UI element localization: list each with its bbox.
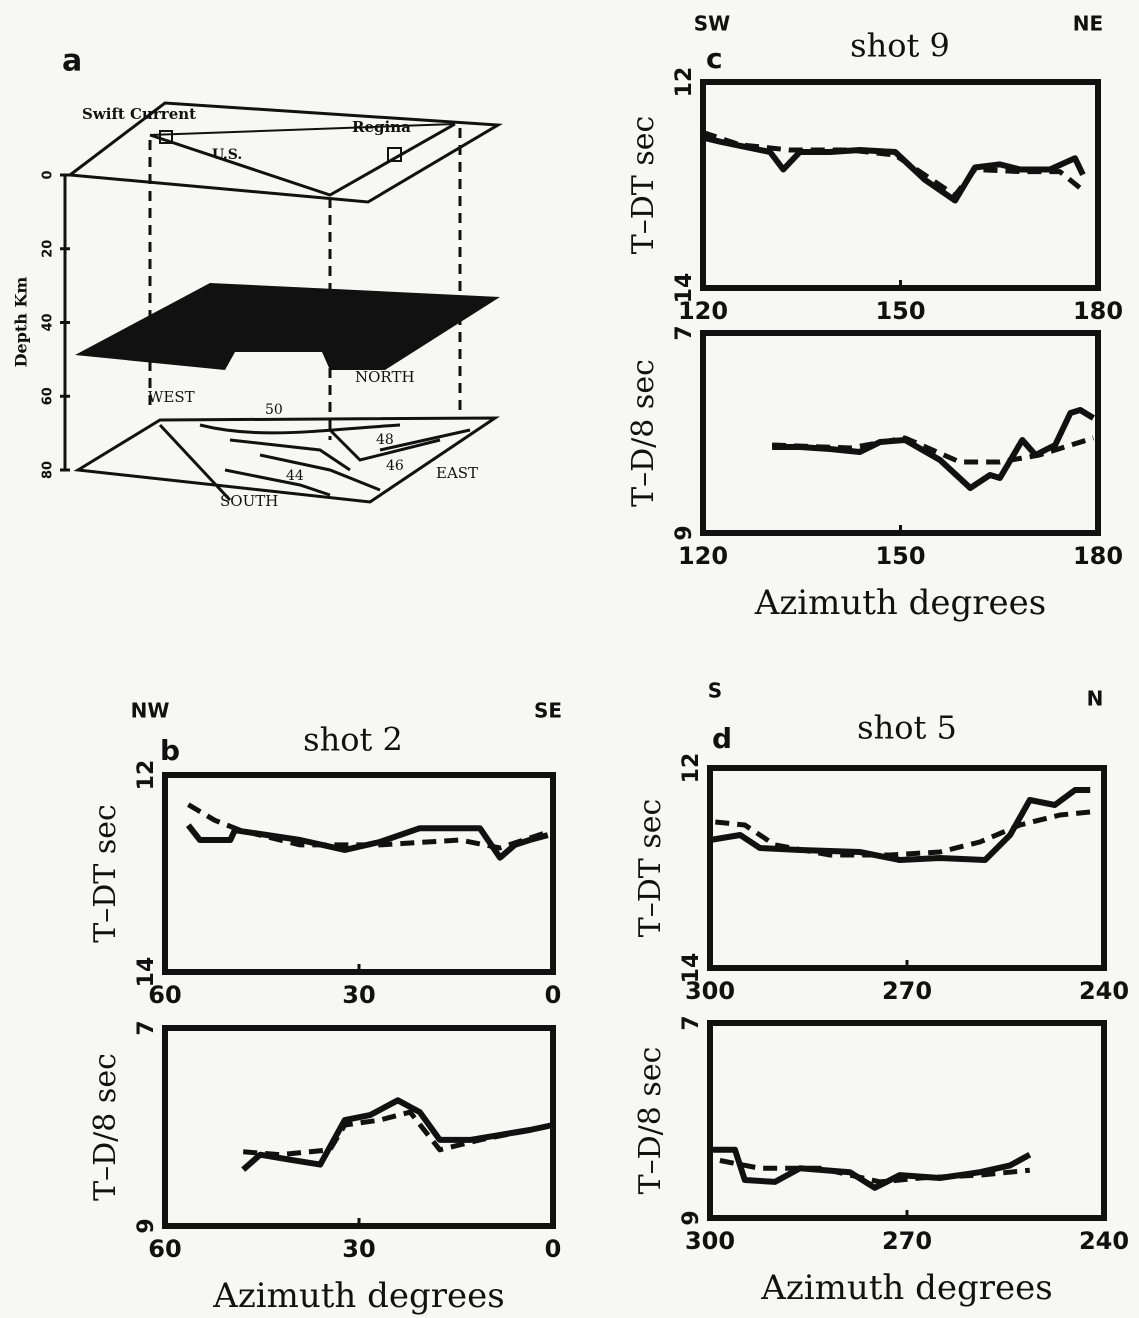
direction-label: SOUTH: [220, 492, 278, 510]
solid-line: [185, 823, 549, 861]
x-tick-label: 0: [545, 1235, 562, 1263]
dashed-line: [715, 809, 1091, 858]
x-tick-label: 150: [875, 542, 925, 570]
contour-label: 46: [386, 458, 404, 474]
dashed-line: [243, 1109, 554, 1158]
contours: [158, 423, 471, 502]
depth-tick-label: 80: [41, 461, 56, 479]
panel-label: d: [712, 722, 732, 755]
x-tick-label: 150: [875, 297, 925, 325]
y-axis-label: T–DT sec: [633, 799, 668, 938]
dashed-line: [719, 1158, 1031, 1185]
x-tick-label: 0: [545, 981, 562, 1009]
x-tick-label: 240: [1079, 977, 1129, 1005]
plot-frame: [700, 79, 1101, 291]
y-axis-label: T–DT sec: [88, 804, 123, 943]
moho-slab: [75, 283, 500, 370]
x-tick-label: 180: [1073, 297, 1123, 325]
x-tick-label: 240: [1079, 1227, 1129, 1255]
dashed-line: [702, 130, 1085, 198]
contour-label: 50: [265, 402, 283, 418]
solid-line: [712, 1146, 1032, 1191]
depth-tick-label: 20: [41, 240, 56, 258]
plot-frame: [707, 765, 1107, 971]
depth-tick-label: 40: [41, 313, 56, 331]
station: [159, 130, 173, 144]
direction-label: SW: [694, 12, 730, 36]
y-axis-label: T–DT sec: [626, 116, 661, 255]
solid-line: [772, 407, 1095, 491]
x-tick-label: 30: [342, 981, 375, 1009]
direction-label: SE: [534, 699, 562, 723]
place-label: Regina: [352, 118, 411, 136]
direction-label: N: [1087, 687, 1104, 711]
y-tick-label: 7: [672, 325, 697, 340]
plot-frame: [707, 1020, 1107, 1221]
direction-label: NE: [1073, 12, 1103, 36]
y-tick-label: 12: [672, 67, 697, 98]
depth-tick-label: 0: [41, 170, 56, 179]
x-axis-label: Azimuth degrees: [754, 583, 1046, 623]
base-plane: [73, 416, 500, 504]
y-tick-label: 12: [134, 760, 159, 791]
y-tick-label: 14: [672, 273, 697, 304]
panel-label: c: [706, 42, 723, 75]
place-label: U.S.: [212, 147, 242, 163]
direction-label: S: [708, 679, 722, 703]
x-tick-label: 300: [685, 1227, 735, 1255]
plot-frame: [162, 772, 556, 975]
solid-line: [709, 787, 1091, 863]
surface-plane: [66, 101, 503, 204]
x-tick-label: 60: [148, 1235, 181, 1263]
y-tick-label: 14: [679, 953, 704, 984]
y-tick-label: 7: [679, 1015, 704, 1030]
y-axis-label: T–D/8 sec: [626, 359, 661, 507]
panel-label: b: [160, 734, 180, 767]
plot-frame: [700, 330, 1101, 536]
y-tick-label: 7: [134, 1020, 159, 1035]
place-label: Swift Current: [82, 105, 196, 123]
direction-label: NW: [131, 699, 170, 723]
x-tick-label: 270: [882, 977, 932, 1005]
direction-label: EAST: [436, 464, 478, 482]
x-tick-label: 120: [678, 542, 728, 570]
chart-title: shot 5: [857, 709, 957, 747]
y-axis-label: T–D/8 sec: [88, 1053, 123, 1201]
x-tick-label: 270: [882, 1227, 932, 1255]
direction-label: NORTH: [355, 368, 415, 386]
x-tick-label: 30: [342, 1235, 375, 1263]
x-tick-label: 300: [685, 977, 735, 1005]
dashed-line: [187, 802, 549, 851]
chart-title: shot 9: [850, 27, 950, 65]
dashed-line: [772, 435, 1095, 465]
panel-a: a Depth Km Swift Current Regina U.S. WES…: [12, 44, 503, 510]
station: [387, 147, 402, 162]
profile-lines: [149, 122, 456, 197]
y-tick-label: 9: [679, 1210, 704, 1225]
depth-label: Depth Km: [12, 277, 31, 368]
y-tick-label: 9: [134, 1218, 159, 1233]
x-tick-label: 180: [1073, 542, 1123, 570]
x-axis-label: Azimuth degrees: [760, 1268, 1052, 1308]
x-tick-label: 120: [678, 297, 728, 325]
depth-tick-label: 60: [41, 387, 56, 405]
direction-label: WEST: [148, 388, 195, 406]
y-tick-label: 12: [679, 753, 704, 784]
chart-title: shot 2: [303, 721, 403, 759]
plot-frame: [162, 1025, 556, 1229]
y-tick-label: 14: [134, 957, 159, 988]
x-axis-label: Azimuth degrees: [212, 1276, 504, 1316]
y-axis-label: T–D/8 sec: [633, 1047, 668, 1195]
contour-label: 44: [286, 468, 304, 484]
panel-label: a: [62, 44, 82, 79]
y-tick-label: 9: [672, 525, 697, 540]
solid-line: [702, 134, 1086, 204]
x-tick-label: 60: [148, 981, 181, 1009]
contour-label: 48: [376, 432, 394, 448]
profile-line: [149, 123, 456, 136]
